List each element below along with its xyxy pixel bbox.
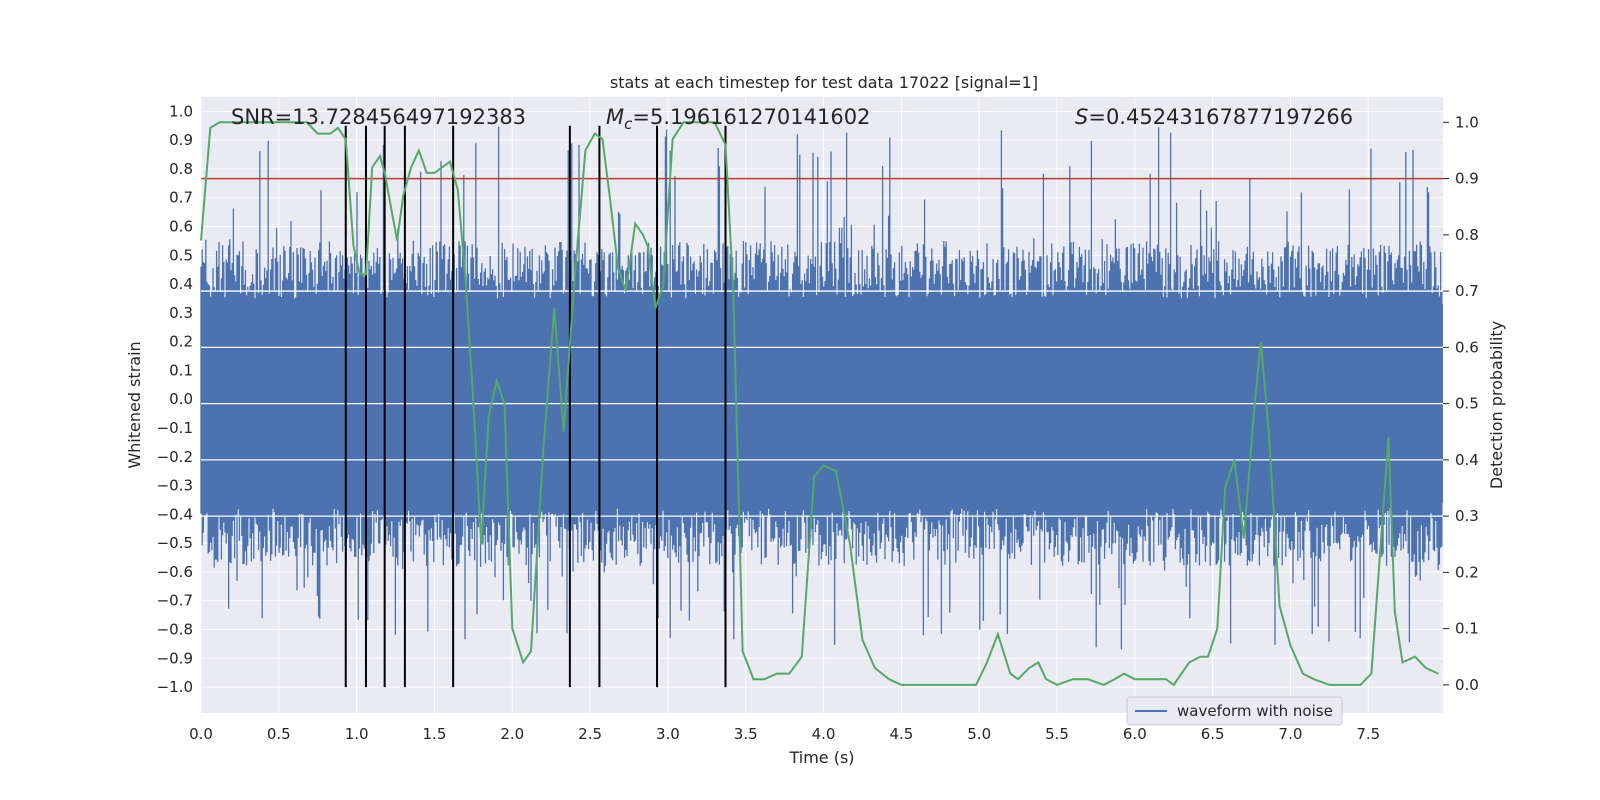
y-right-tick-labels: 1.0 0.9 0.8 0.7 0.6 0.5 0.4 0.3 0.2 0.1 0.0 bbox=[1443, 113, 1479, 694]
s-symbol: S bbox=[1075, 105, 1088, 129]
y-left-tick-label: 0.5 bbox=[169, 246, 193, 264]
x-tick-label: 2.0 bbox=[500, 725, 524, 743]
x-tick-label: 5.0 bbox=[967, 725, 991, 743]
y-right-tick-label: 0.7 bbox=[1455, 282, 1479, 300]
y-left-tick-labels: 1.0 0.9 0.8 0.7 0.6 0.5 0.4 0.3 0.2 0.1 0.0 −0.1 −0.… bbox=[157, 102, 193, 696]
x-tick-label: 7.5 bbox=[1356, 725, 1380, 743]
snr-annotation: SNR=13.728456497192383 bbox=[231, 105, 526, 129]
y-left-tick-label: 0.9 bbox=[169, 131, 193, 149]
y-right-tick-label: 0.8 bbox=[1455, 226, 1479, 244]
y-right-tick-label: 0.9 bbox=[1455, 170, 1479, 188]
x-tick-label: 0.0 bbox=[189, 725, 213, 743]
y-left-tick-label: −0.1 bbox=[157, 419, 193, 437]
chirp-mass-symbol: M bbox=[606, 105, 624, 129]
y-left-tick-label: 0.6 bbox=[169, 218, 193, 236]
y-left-tick-label: 0.8 bbox=[169, 160, 193, 178]
x-axis-label: Time (s) bbox=[788, 748, 854, 767]
y-right-tick-label: 0.3 bbox=[1455, 507, 1479, 525]
y-left-tick-label: 1.0 bbox=[169, 102, 193, 120]
y-left-tick-label: 0.3 bbox=[169, 304, 193, 322]
y-left-tick-label: −0.2 bbox=[157, 448, 193, 466]
y-left-tick-label: −0.3 bbox=[157, 477, 193, 495]
y-left-axis-label: Whitened strain bbox=[125, 341, 144, 468]
chirp-mass-subscript: c bbox=[624, 115, 633, 133]
x-tick-label: 7.0 bbox=[1279, 725, 1303, 743]
y-right-tick-label: 1.0 bbox=[1455, 113, 1479, 131]
x-tick-label: 1.5 bbox=[423, 725, 447, 743]
y-right-tick-label: 0.5 bbox=[1455, 395, 1479, 413]
y-left-tick-label: 0.7 bbox=[169, 189, 193, 207]
legend: waveform with noise bbox=[1126, 696, 1343, 726]
y-left-tick-label: −0.9 bbox=[157, 649, 193, 667]
y-left-tick-label: 0.1 bbox=[169, 361, 193, 379]
y-right-tick-label: 0.4 bbox=[1455, 451, 1479, 469]
chirp-mass-annotation: Mc=5.196161270141602 bbox=[606, 105, 870, 133]
s-annotation: S=0.45243167877197266 bbox=[1075, 105, 1353, 129]
detection-probability-line bbox=[200, 121, 1439, 687]
x-tick-label: 3.0 bbox=[656, 725, 680, 743]
y-left-tick-label: 0.2 bbox=[169, 333, 193, 351]
y-right-tick-label: 0.1 bbox=[1455, 620, 1479, 638]
legend-entry-waveform: waveform with noise bbox=[1177, 702, 1333, 720]
strain-bands bbox=[201, 290, 1443, 517]
y-left-tick-label: −0.8 bbox=[157, 621, 193, 639]
x-tick-label: 6.5 bbox=[1201, 725, 1225, 743]
x-tick-label: 4.0 bbox=[812, 725, 836, 743]
x-tick-label: 3.5 bbox=[734, 725, 758, 743]
y-right-tick-label: 0.6 bbox=[1455, 338, 1479, 356]
y-left-tick-label: −1.0 bbox=[157, 678, 193, 696]
y-left-tick-label: −0.7 bbox=[157, 592, 193, 610]
y-right-tick-label: 0.2 bbox=[1455, 563, 1479, 581]
event-markers bbox=[344, 125, 727, 688]
chirp-mass-value: =5.196161270141602 bbox=[632, 105, 870, 129]
y-left-tick-label: −0.5 bbox=[157, 534, 193, 552]
y-right-axis-label: Detection probability bbox=[1487, 321, 1506, 489]
x-tick-label: 5.5 bbox=[1045, 725, 1069, 743]
x-tick-labels: 0.0 0.5 1.0 1.5 2.0 2.5 3.0 3.5 4.0 4.5 5.0 5.5 6.0 6… bbox=[189, 725, 1380, 743]
chart-title: stats at each timestep for test data 170… bbox=[610, 73, 1038, 92]
y-left-tick-label: −0.6 bbox=[157, 563, 193, 581]
s-value: =0.45243167877197266 bbox=[1088, 105, 1353, 129]
y-left-tick-label: −0.4 bbox=[157, 505, 193, 523]
x-tick-label: 0.5 bbox=[267, 725, 291, 743]
x-tick-label: 1.0 bbox=[345, 725, 369, 743]
y-left-tick-label: 0.4 bbox=[169, 275, 193, 293]
y-right-tick-label: 0.0 bbox=[1455, 676, 1479, 694]
x-tick-label: 4.5 bbox=[889, 725, 913, 743]
x-tick-label: 6.0 bbox=[1123, 725, 1147, 743]
legend-box bbox=[1126, 696, 1343, 726]
x-tick-label: 2.5 bbox=[578, 725, 602, 743]
y-left-tick-label: 0.0 bbox=[169, 390, 193, 408]
